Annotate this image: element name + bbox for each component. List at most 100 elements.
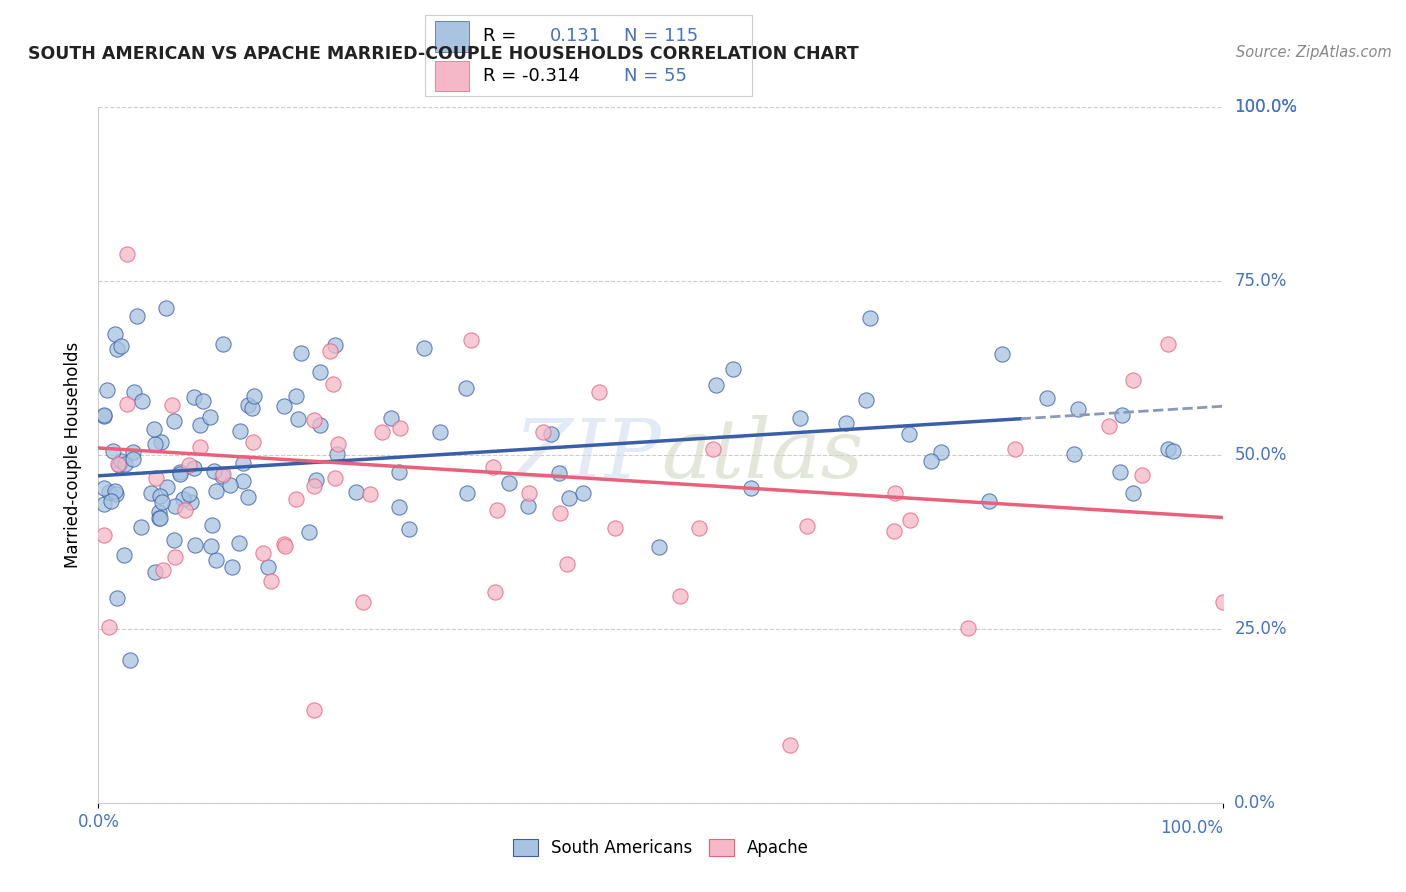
Text: N = 55: N = 55 bbox=[624, 67, 688, 85]
Point bbox=[236, 490, 259, 504]
Point bbox=[460, 333, 482, 347]
Point bbox=[112, 548, 135, 562]
Point bbox=[298, 524, 321, 539]
Point bbox=[359, 486, 381, 500]
Point bbox=[956, 621, 979, 635]
Text: N = 115: N = 115 bbox=[624, 28, 699, 45]
Point bbox=[183, 390, 205, 404]
Point bbox=[388, 420, 411, 434]
Point bbox=[205, 483, 228, 498]
Point bbox=[429, 425, 451, 439]
Point bbox=[145, 470, 167, 484]
Point bbox=[548, 507, 571, 521]
Point bbox=[456, 486, 478, 500]
Point bbox=[204, 553, 226, 567]
Text: SOUTH AMERICAN VS APACHE MARRIED-COUPLE HOUSEHOLDS CORRELATION CHART: SOUTH AMERICAN VS APACHE MARRIED-COUPLE … bbox=[28, 45, 859, 62]
Point bbox=[1157, 337, 1180, 351]
Point bbox=[779, 738, 801, 752]
Point bbox=[148, 505, 170, 519]
Point bbox=[1109, 466, 1132, 480]
Point bbox=[834, 417, 856, 431]
Point bbox=[517, 486, 540, 500]
Point bbox=[114, 457, 136, 471]
Point bbox=[129, 519, 152, 533]
Point bbox=[588, 385, 610, 400]
Point bbox=[93, 409, 115, 423]
Point bbox=[180, 494, 202, 508]
Point bbox=[110, 339, 132, 353]
Point bbox=[302, 479, 325, 493]
Point bbox=[991, 347, 1014, 361]
Point bbox=[121, 452, 143, 467]
Point bbox=[211, 468, 233, 483]
Point bbox=[929, 445, 952, 459]
Point bbox=[1212, 595, 1234, 609]
Point bbox=[97, 484, 120, 499]
Point bbox=[232, 474, 254, 488]
Point bbox=[897, 427, 920, 442]
Point bbox=[540, 426, 562, 441]
Point bbox=[122, 385, 145, 400]
Point bbox=[287, 412, 309, 426]
Point bbox=[108, 458, 131, 473]
Point bbox=[155, 301, 177, 315]
Point bbox=[920, 454, 942, 468]
Point bbox=[284, 492, 307, 507]
Point bbox=[977, 493, 1000, 508]
Legend: South Americans, Apache: South Americans, Apache bbox=[506, 832, 815, 864]
Point bbox=[212, 467, 235, 482]
Point bbox=[1067, 401, 1090, 416]
Point bbox=[232, 456, 254, 470]
Point bbox=[1036, 391, 1059, 405]
Text: 25.0%: 25.0% bbox=[1234, 620, 1286, 638]
Point bbox=[344, 484, 367, 499]
Point bbox=[498, 476, 520, 491]
Point bbox=[1130, 468, 1153, 483]
Point bbox=[1004, 442, 1026, 456]
Point bbox=[142, 422, 165, 436]
Point bbox=[516, 499, 538, 513]
Point bbox=[557, 558, 579, 572]
Point bbox=[898, 513, 921, 527]
Point bbox=[96, 383, 118, 397]
Point bbox=[1157, 442, 1180, 456]
Point bbox=[93, 481, 115, 495]
Point bbox=[165, 499, 187, 513]
Text: R = -0.314: R = -0.314 bbox=[482, 67, 579, 85]
Point bbox=[456, 381, 478, 395]
Point bbox=[93, 409, 115, 423]
Point bbox=[97, 620, 120, 634]
Point bbox=[191, 394, 214, 409]
Point bbox=[150, 495, 173, 509]
Point bbox=[883, 486, 905, 500]
Point bbox=[201, 518, 224, 533]
Point bbox=[1111, 408, 1133, 422]
Point bbox=[482, 459, 505, 474]
Point bbox=[149, 435, 172, 450]
Point bbox=[325, 338, 347, 352]
Point bbox=[143, 565, 166, 579]
Point bbox=[149, 510, 172, 524]
Point bbox=[104, 326, 127, 341]
Point bbox=[93, 497, 115, 511]
Point bbox=[169, 465, 191, 479]
Point bbox=[558, 491, 581, 506]
Point bbox=[115, 247, 138, 261]
Point bbox=[121, 445, 143, 459]
Point bbox=[380, 410, 402, 425]
Point bbox=[219, 478, 242, 492]
Text: 100.0%: 100.0% bbox=[1234, 98, 1298, 116]
Point bbox=[200, 539, 222, 553]
Text: Source: ZipAtlas.com: Source: ZipAtlas.com bbox=[1236, 45, 1392, 60]
Point bbox=[688, 521, 710, 535]
Point bbox=[173, 503, 195, 517]
Point bbox=[413, 341, 436, 355]
Point bbox=[139, 486, 162, 500]
Point bbox=[240, 401, 263, 415]
Point bbox=[127, 309, 149, 323]
Point bbox=[148, 511, 170, 525]
Point bbox=[548, 466, 571, 480]
Y-axis label: Married-couple Households: Married-couple Households bbox=[65, 342, 83, 568]
Point bbox=[260, 574, 283, 589]
Point bbox=[305, 473, 328, 487]
